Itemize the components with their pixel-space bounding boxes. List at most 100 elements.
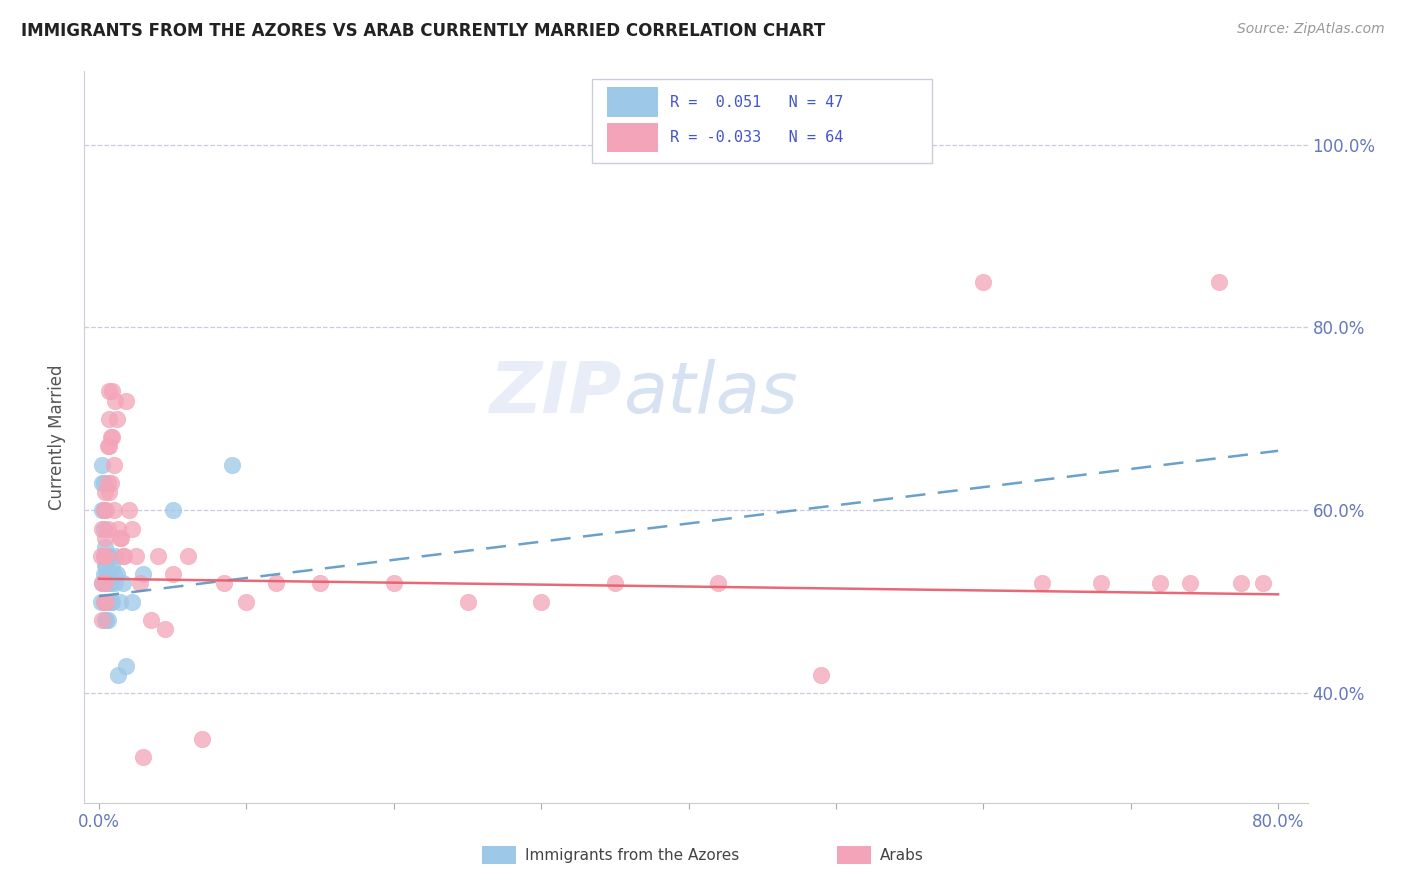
Point — [191, 731, 214, 746]
Point — [264, 576, 287, 591]
Point — [103, 458, 125, 472]
Point — [107, 667, 129, 681]
Point — [1253, 576, 1275, 591]
Y-axis label: Currently Married: Currently Married — [48, 364, 66, 510]
Point — [93, 549, 115, 563]
Point — [155, 622, 177, 636]
Point — [100, 576, 122, 591]
Point — [91, 503, 114, 517]
Point — [93, 549, 115, 563]
Point — [93, 475, 115, 490]
Point — [1090, 576, 1112, 591]
Point — [96, 613, 118, 627]
Point — [162, 567, 184, 582]
Point — [1178, 576, 1201, 591]
Point — [93, 503, 115, 517]
Point — [121, 594, 143, 608]
Text: Immigrants from the Azores: Immigrants from the Azores — [524, 848, 740, 863]
Point — [105, 567, 128, 582]
Point — [94, 576, 117, 591]
Point — [91, 576, 114, 591]
Point — [97, 521, 120, 535]
Bar — [606, 122, 658, 152]
Point — [93, 594, 115, 608]
Point — [810, 667, 832, 681]
Point — [90, 594, 112, 608]
Point — [132, 750, 155, 764]
Point — [707, 576, 730, 591]
Point — [91, 576, 114, 591]
Point — [103, 567, 125, 582]
Text: atlas: atlas — [623, 359, 797, 427]
Point — [107, 521, 129, 535]
Point — [97, 594, 120, 608]
Point — [94, 576, 117, 591]
Point — [94, 613, 117, 627]
Text: R =  0.051   N = 47: R = 0.051 N = 47 — [671, 95, 844, 110]
Point — [98, 412, 121, 426]
Point — [96, 594, 118, 608]
Point — [221, 458, 243, 472]
Point — [309, 576, 332, 591]
Point — [101, 384, 124, 399]
Point — [117, 503, 139, 517]
Point — [97, 475, 120, 490]
Point — [104, 576, 127, 591]
Point — [108, 531, 131, 545]
Point — [94, 594, 117, 608]
Point — [1149, 576, 1171, 591]
Point — [105, 412, 128, 426]
Text: Arabs: Arabs — [880, 848, 924, 863]
Point — [91, 613, 114, 627]
Point — [100, 594, 122, 608]
FancyBboxPatch shape — [592, 78, 932, 163]
Point — [101, 594, 124, 608]
Point — [91, 458, 114, 472]
Point — [96, 594, 118, 608]
Point — [114, 393, 136, 408]
Point — [93, 521, 115, 535]
Point — [90, 549, 112, 563]
Point — [132, 567, 155, 582]
Point — [94, 485, 117, 500]
Point — [96, 549, 118, 563]
Point — [97, 613, 120, 627]
Point — [91, 521, 114, 535]
Point — [972, 275, 994, 289]
Point — [1230, 576, 1253, 591]
Point — [101, 430, 124, 444]
Point — [1031, 576, 1053, 591]
Point — [104, 549, 127, 563]
Point — [91, 475, 114, 490]
Point — [96, 594, 118, 608]
Point — [96, 567, 118, 582]
Point — [97, 576, 120, 591]
Text: R = -0.033   N = 64: R = -0.033 N = 64 — [671, 130, 844, 145]
Point — [98, 594, 121, 608]
Point — [382, 576, 405, 591]
Text: IMMIGRANTS FROM THE AZORES VS ARAB CURRENTLY MARRIED CORRELATION CHART: IMMIGRANTS FROM THE AZORES VS ARAB CURRE… — [21, 22, 825, 40]
Point — [104, 393, 127, 408]
Point — [96, 503, 118, 517]
Point — [111, 576, 134, 591]
Point — [94, 531, 117, 545]
Point — [97, 549, 120, 563]
Point — [139, 613, 162, 627]
Point — [94, 540, 117, 554]
Point — [108, 594, 131, 608]
Point — [98, 567, 121, 582]
Point — [214, 576, 236, 591]
Point — [1208, 275, 1230, 289]
Point — [97, 567, 120, 582]
Point — [93, 567, 115, 582]
Point — [235, 594, 257, 608]
Point — [162, 503, 184, 517]
Point — [98, 439, 121, 453]
Point — [111, 549, 134, 563]
Bar — [482, 846, 516, 864]
Point — [110, 531, 132, 545]
Point — [100, 430, 122, 444]
Point — [603, 576, 626, 591]
Point — [103, 503, 125, 517]
Point — [112, 549, 135, 563]
